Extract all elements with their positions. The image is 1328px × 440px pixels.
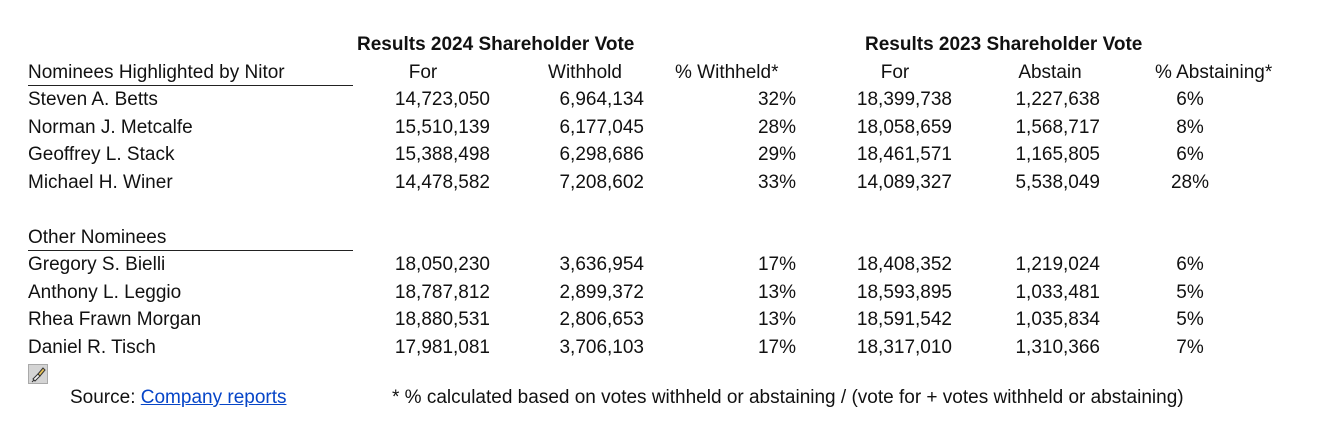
vote-cell-for23: 18,058,659: [856, 116, 952, 138]
vote-cell-for24: 15,510,139: [394, 116, 490, 138]
header-2024-results: Results 2024 Shareholder Vote: [357, 34, 635, 55]
vote-cell-pctw: 13%: [757, 309, 796, 330]
vote-cell-for23: 18,317,010: [856, 336, 952, 358]
nominee-name: Norman J. Metcalfe: [28, 116, 193, 138]
vote-cell-for23: 18,591,542: [856, 309, 952, 330]
vote-cell-for23: 18,461,571: [856, 144, 952, 165]
vote-cell-withhold: 6,298,686: [559, 144, 644, 165]
vote-cell-abstain: 1,033,481: [1015, 281, 1100, 303]
vote-cell-abstain: 1,219,024: [1015, 254, 1100, 275]
vote-cell-pcta: 5%: [1176, 309, 1204, 330]
vote-cell-for23: 18,399,738: [856, 89, 952, 110]
vote-cell-for23: 18,593,895: [856, 281, 952, 303]
vote-cell-withhold: 3,706,103: [559, 336, 644, 358]
vote-cell-for23: 14,089,327: [856, 171, 952, 193]
vote-cell-for24: 17,981,081: [394, 336, 490, 358]
paintbrush-icon-glyph: [31, 367, 46, 383]
source-label: Source:: [70, 387, 136, 408]
col-header-abstain: Abstain: [1018, 62, 1082, 83]
nominee-name: Michael H. Winer: [28, 171, 173, 193]
vote-cell-for24: 18,880,531: [394, 309, 490, 330]
paintbrush-icon[interactable]: [28, 364, 48, 384]
vote-cell-abstain: 1,035,834: [1015, 309, 1100, 330]
vote-cell-for24: 18,050,230: [394, 254, 490, 275]
vote-cell-pcta: 8%: [1176, 116, 1204, 138]
section-title-other: Other Nominees: [28, 227, 353, 251]
vote-cell-pctw: 33%: [757, 171, 796, 193]
col-header-for-2024: For: [408, 62, 438, 83]
vote-cell-pctw: 17%: [757, 254, 796, 275]
col-header-for-2023: For: [880, 62, 910, 83]
vote-cell-for24: 14,723,050: [394, 89, 490, 110]
vote-cell-pctw: 32%: [757, 89, 796, 110]
col-header-pct-abstaining: % Abstaining*: [1155, 62, 1273, 83]
section-title-highlighted: Nominees Highlighted by Nitor: [28, 62, 353, 86]
nominee-name: Gregory S. Bielli: [28, 254, 166, 275]
nominee-name: Anthony L. Leggio: [28, 281, 182, 303]
vote-cell-withhold: 2,899,372: [559, 281, 644, 303]
source-line: Source: Company reports: [70, 387, 287, 409]
vote-cell-abstain: 1,165,805: [1015, 144, 1100, 165]
vote-cell-for24: 15,388,498: [394, 144, 490, 165]
footnote: * % calculated based on votes withheld o…: [392, 387, 1184, 408]
vote-cell-pcta: 6%: [1176, 89, 1204, 110]
header-2023-results: Results 2023 Shareholder Vote: [865, 34, 1143, 55]
vote-cell-withhold: 6,177,045: [559, 116, 644, 138]
vote-cell-pcta: 6%: [1176, 254, 1204, 275]
vote-cell-withhold: 7,208,602: [559, 171, 644, 193]
vote-cell-pctw: 13%: [757, 281, 796, 303]
nominee-name: Daniel R. Tisch: [28, 336, 156, 358]
vote-cell-abstain: 1,227,638: [1015, 89, 1100, 110]
vote-cell-abstain: 1,310,366: [1015, 336, 1100, 358]
vote-cell-pcta: 28%: [1170, 171, 1210, 193]
vote-cell-pcta: 7%: [1176, 336, 1204, 358]
vote-cell-abstain: 1,568,717: [1015, 116, 1100, 138]
vote-cell-for24: 14,478,582: [394, 171, 490, 193]
col-header-pct-withheld: % Withheld*: [675, 62, 779, 83]
vote-cell-pcta: 5%: [1176, 281, 1204, 303]
nominee-name: Geoffrey L. Stack: [28, 144, 175, 165]
col-header-withhold: Withhold: [548, 62, 622, 83]
vote-cell-pctw: 28%: [757, 116, 796, 138]
vote-cell-withhold: 3,636,954: [559, 254, 644, 275]
vote-cell-for23: 18,408,352: [856, 254, 952, 275]
vote-cell-abstain: 5,538,049: [1015, 171, 1100, 193]
vote-cell-withhold: 2,806,653: [559, 309, 644, 330]
nominee-name: Rhea Frawn Morgan: [28, 309, 202, 330]
vote-cell-pctw: 17%: [757, 336, 796, 358]
vote-cell-pcta: 6%: [1176, 144, 1204, 165]
company-reports-link[interactable]: Company reports: [140, 387, 287, 408]
vote-cell-for24: 18,787,812: [394, 281, 490, 303]
nominee-name: Steven A. Betts: [28, 89, 158, 110]
vote-cell-withhold: 6,964,134: [559, 89, 644, 110]
vote-cell-pctw: 29%: [757, 144, 796, 165]
